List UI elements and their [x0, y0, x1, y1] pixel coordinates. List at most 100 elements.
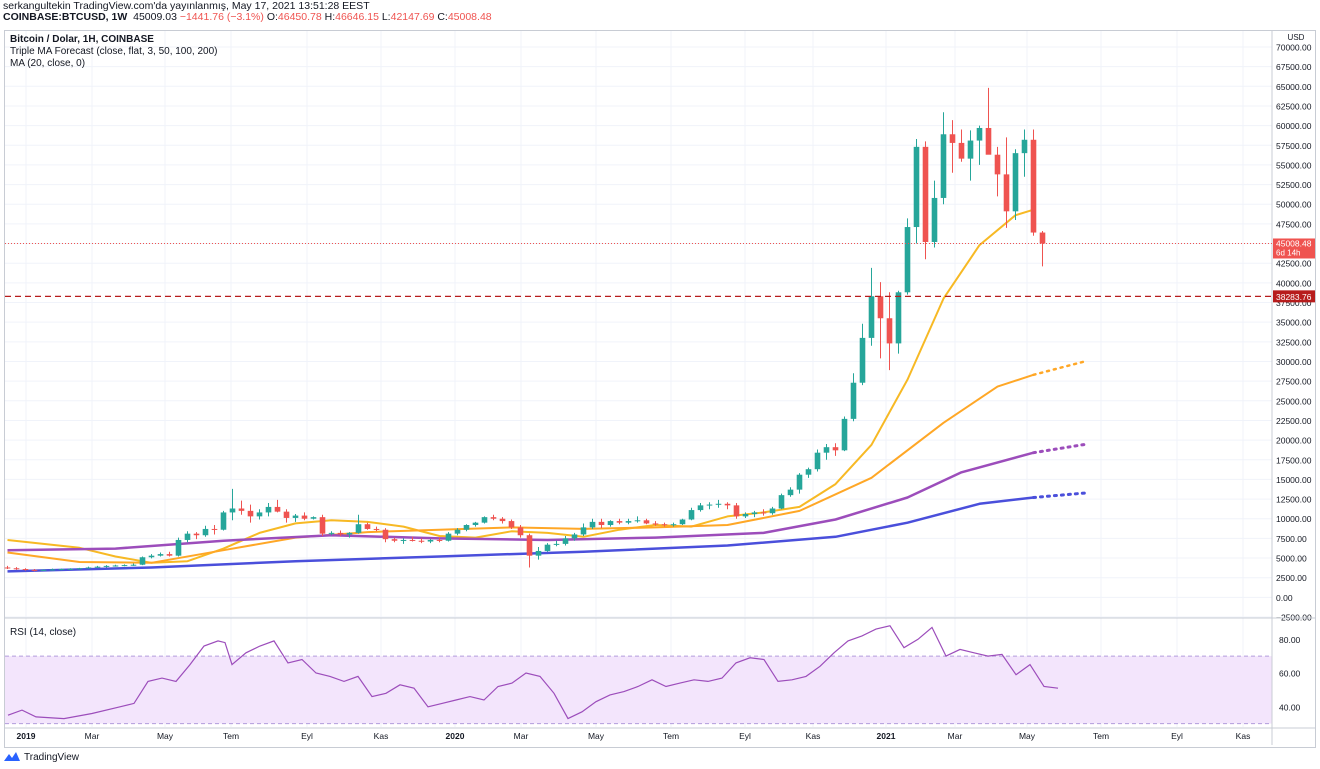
candle-body: [1030, 139, 1037, 233]
candle-body: [1012, 153, 1019, 212]
price-tick-label: 52500.00: [1276, 180, 1312, 190]
time-tick-label: Kas: [374, 731, 389, 741]
candle-body: [76, 568, 83, 570]
price-tick-label: 35000.00: [1276, 318, 1312, 328]
candle-body: [58, 569, 65, 571]
candle-body: [670, 524, 677, 526]
last-price-tag-value: 45008.48: [1276, 238, 1312, 248]
ma200-line: [7, 496, 1034, 573]
candle-body: [625, 521, 632, 523]
candle-body: [859, 337, 866, 383]
price-tick-label: 60000.00: [1276, 121, 1312, 131]
close-value: 45008.48: [447, 11, 492, 23]
time-tick-label: Kas: [1236, 731, 1251, 741]
legend-title: Bitcoin / Dolar, 1H, COINBASE: [10, 34, 154, 45]
candle-body: [238, 508, 245, 511]
candle-body: [724, 503, 731, 506]
candle-body: [49, 569, 56, 571]
time-tick-label: Eyl: [1171, 731, 1183, 741]
candle-body: [823, 447, 830, 453]
candle-body: [247, 510, 254, 517]
level-tag-value: 38283.76: [1276, 292, 1312, 302]
candle-body: [211, 528, 218, 530]
candle-body: [598, 521, 605, 526]
legend-ma20[interactable]: MA (20, close, 0): [10, 58, 86, 69]
time-tick-label: Tem: [663, 731, 679, 741]
candle-body: [472, 522, 479, 526]
last-price-tag-countdown: 6d 14h: [1276, 248, 1300, 257]
candle-body: [337, 532, 344, 535]
candle-body: [202, 528, 209, 536]
candle-body: [220, 512, 227, 530]
candle-body: [409, 539, 416, 541]
candle-body: [922, 146, 929, 242]
candle-body: [40, 569, 47, 571]
time-tick-label: Tem: [223, 731, 239, 741]
time-tick-label: 2019: [17, 731, 36, 741]
price-tick-label: 62500.00: [1276, 101, 1312, 111]
candle-body: [1021, 139, 1028, 154]
candle-body: [985, 127, 992, 155]
ma100-forecast-line: [1032, 442, 1089, 455]
time-tick-label: Eyl: [301, 731, 313, 741]
price-tick-label: 22500.00: [1276, 416, 1312, 426]
candle-body: [778, 495, 785, 509]
candle-body: [382, 529, 389, 540]
candle-body: [571, 534, 578, 539]
price-change: −1441.76 (−3.1%): [179, 11, 264, 23]
candle-body: [751, 512, 758, 515]
last-price: 45009.03: [133, 11, 177, 23]
price-tick-label: 37500.00: [1276, 298, 1312, 308]
high-value: 46646.15: [335, 11, 379, 23]
candle-body: [481, 517, 488, 523]
footer-brand: TradingView: [4, 751, 79, 763]
candle-body: [355, 524, 362, 533]
candle-body: [283, 511, 290, 518]
candle-body: [364, 524, 371, 529]
candle-body: [1003, 174, 1010, 212]
publisher-line: serkangultekin TradingView.com'da yayınl…: [3, 0, 370, 12]
price-tick-label: 27500.00: [1276, 377, 1312, 387]
candle-body: [391, 539, 398, 541]
legend-triple-ma[interactable]: Triple MA Forecast (close, flat, 3, 50, …: [10, 46, 218, 57]
brand-name: TradingView: [24, 751, 80, 763]
candle-body: [328, 532, 335, 534]
price-tick-label: 12500.00: [1276, 495, 1312, 505]
candle-body: [121, 565, 128, 567]
candle-body: [643, 520, 650, 524]
candle-body: [913, 146, 920, 228]
candle-body: [256, 512, 263, 517]
candle-body: [301, 515, 308, 519]
price-tick-label: 25000.00: [1276, 396, 1312, 406]
candle-body: [877, 296, 884, 319]
candle-body: [85, 567, 92, 569]
candle-body: [265, 506, 272, 513]
candle-body: [715, 503, 722, 505]
candle-body: [184, 533, 191, 540]
candle-body: [652, 523, 659, 525]
candle-body: [148, 555, 155, 558]
time-tick-label: May: [588, 731, 605, 741]
rsi-legend[interactable]: RSI (14, close): [10, 627, 77, 638]
candle-body: [769, 508, 776, 514]
price-tick-label: 32500.00: [1276, 337, 1312, 347]
candle-body: [931, 197, 938, 242]
price-tick-label: 7500.00: [1276, 534, 1307, 544]
level-tag: [1273, 290, 1315, 303]
candle-body: [886, 318, 893, 344]
rsi-tick-label: 80.00: [1279, 635, 1301, 645]
candle-body: [139, 557, 146, 565]
candle-body: [958, 142, 965, 159]
time-tick-label: May: [1019, 731, 1036, 741]
chart-legend: Bitcoin / Dolar, 1H, COINBASE Triple MA …: [10, 34, 218, 70]
time-tick-label: May: [157, 731, 174, 741]
open-label: O:: [266, 11, 278, 23]
ma20-line: [7, 208, 1034, 564]
candle-body: [832, 447, 839, 451]
time-tick-label: Kas: [806, 731, 821, 741]
candle-body: [31, 569, 38, 571]
candle-body: [814, 452, 821, 470]
open-value: 46450.78: [277, 11, 322, 23]
ma200-forecast-line: [1032, 491, 1089, 499]
